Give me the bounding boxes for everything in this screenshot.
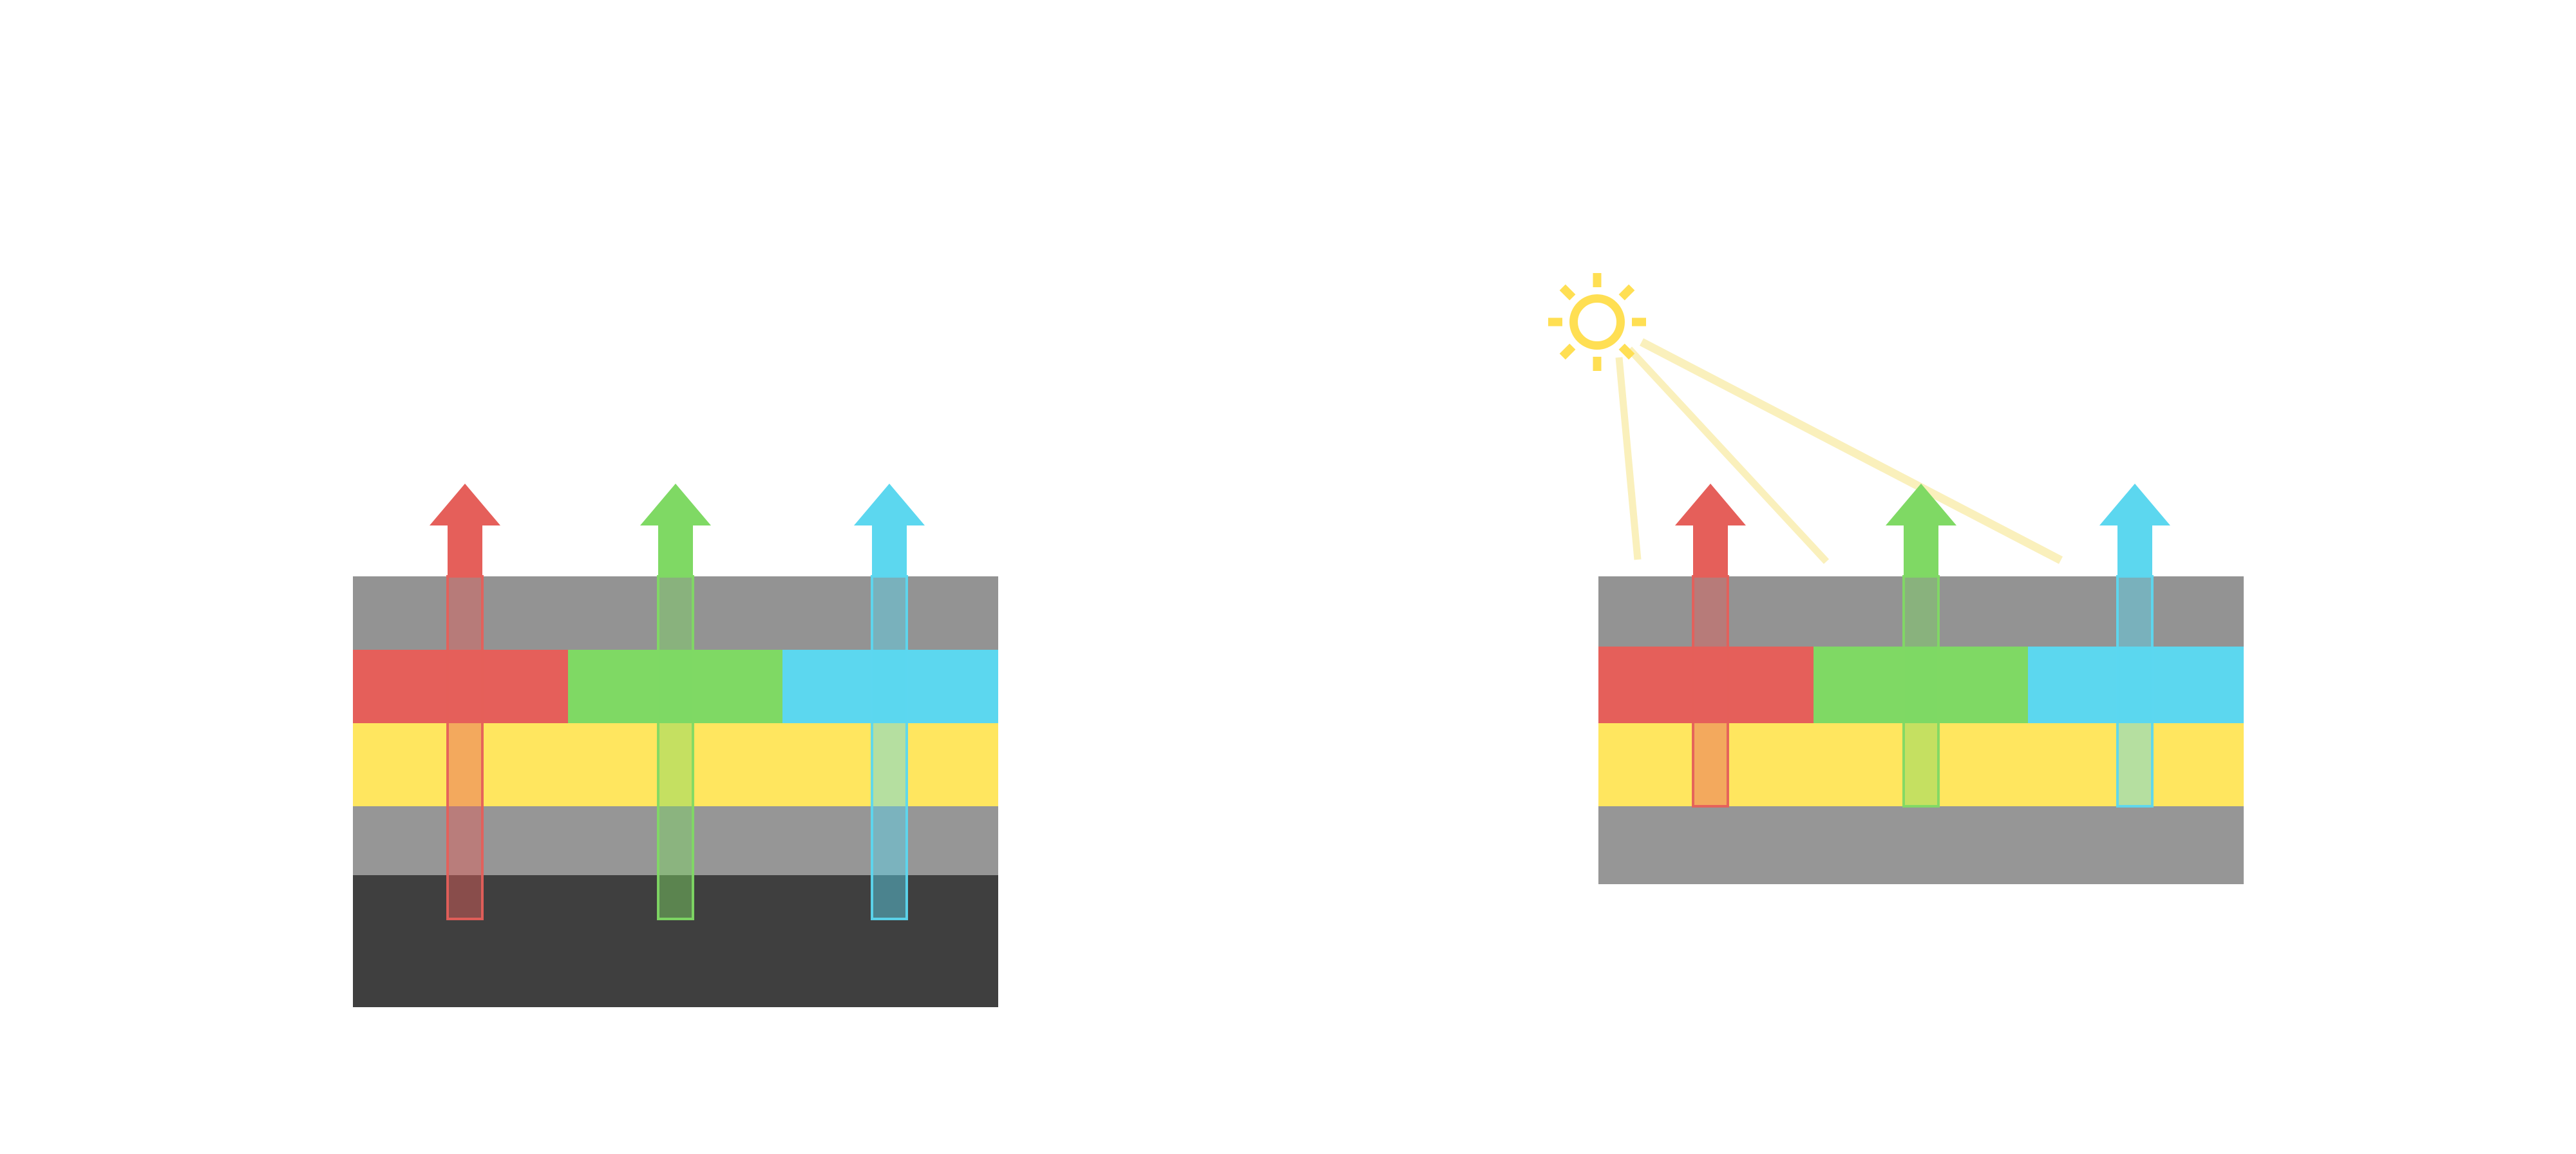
- red-emission-arrow: [1675, 484, 1746, 808]
- green-emission-arrow: [1886, 484, 1956, 808]
- sun-ray-1: [1615, 357, 1642, 560]
- layer-stack: [1598, 576, 2244, 884]
- sun-ray-2: [1626, 346, 1830, 564]
- cyan-emission-arrow-solid-head: [2099, 484, 2170, 576]
- green-segment: [568, 650, 782, 723]
- green-emission-arrow-solid-head: [640, 484, 711, 576]
- red-emission-arrow-solid-head: [1675, 484, 1746, 576]
- emission-arrows-group: [1675, 484, 2170, 808]
- top-gray-layer: [353, 576, 998, 650]
- cyan-emission-arrow-translucent-tail: [871, 575, 908, 920]
- green-emission-arrow-solid-head: [1886, 484, 1956, 576]
- spectral-color-layer: [353, 650, 998, 723]
- red-emission-arrow-translucent-tail: [1692, 575, 1729, 808]
- dark-substrate-layer: [353, 875, 998, 1007]
- red-emission-arrow: [430, 484, 500, 920]
- top-gray-layer: [1598, 576, 2244, 647]
- cyan-emission-arrow: [2099, 484, 2170, 808]
- sun-spike-4: [1618, 343, 1635, 360]
- yellow-layer: [1598, 723, 2244, 806]
- cyan-emission-arrow-translucent-tail: [2116, 575, 2154, 808]
- green-emission-arrow-translucent-tail: [1902, 575, 1940, 808]
- mid-gray-layer: [353, 806, 998, 875]
- layer-stack: [353, 576, 998, 1007]
- cyan-emission-arrow: [854, 484, 925, 920]
- red-segment: [353, 650, 568, 723]
- spectral-color-layer: [1598, 647, 2244, 723]
- sun-spike-2: [1618, 284, 1635, 301]
- green-emission-arrow-translucent-tail: [657, 575, 694, 920]
- yellow-layer: [353, 723, 998, 806]
- bottom-gray-layer: [1598, 806, 2244, 884]
- sun-icon: [1548, 273, 1646, 371]
- panels-root: [353, 273, 2244, 1007]
- green-emission-arrow: [640, 484, 711, 920]
- red-emission-arrow-solid-head: [430, 484, 500, 576]
- cyan-segment: [782, 650, 998, 723]
- green-segment: [1814, 647, 2028, 723]
- stack-with-solar-illumination: [1548, 273, 2244, 884]
- stack-without-illumination: [353, 484, 998, 1007]
- red-emission-arrow-translucent-tail: [446, 575, 484, 920]
- sun-spike-8: [1559, 284, 1576, 301]
- cyan-segment: [2028, 647, 2244, 723]
- sun-rays-group: [1615, 338, 2063, 564]
- emission-arrows-group: [430, 484, 925, 920]
- red-segment: [1598, 647, 1814, 723]
- sun-disc-ring: [1569, 294, 1625, 350]
- cyan-emission-arrow-solid-head: [854, 484, 925, 576]
- sun-ray-3: [1639, 338, 2063, 564]
- sun-spike-6: [1559, 343, 1576, 360]
